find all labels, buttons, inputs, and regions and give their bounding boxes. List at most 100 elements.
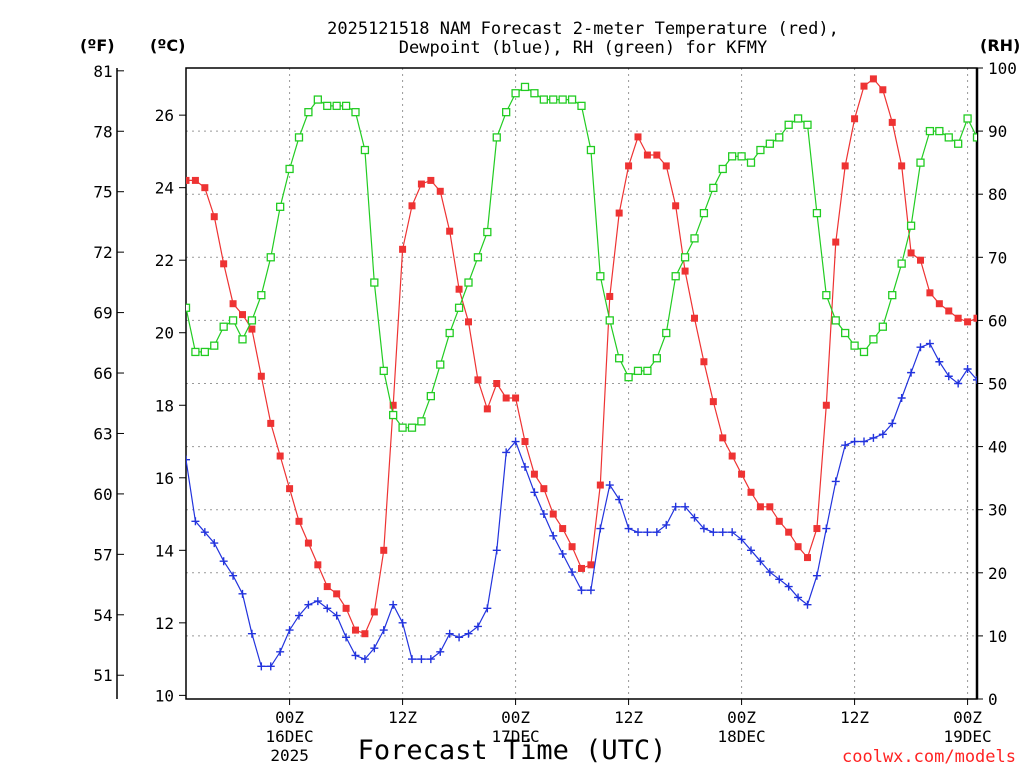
rh-point [897,259,906,268]
temperature-point [314,561,322,569]
x-axis-label: Forecast Time (UTC) [358,735,667,766]
rh-point [615,354,624,363]
dewpoint-point [521,462,529,471]
rh-point [888,291,897,300]
rh-point [567,95,577,104]
dewpoint-point [313,597,322,606]
axes [116,67,983,705]
temperature-point [191,176,199,184]
series-line [186,78,977,635]
dewpoint-point [502,448,511,457]
rh-point [680,253,690,262]
rh-point [624,373,633,382]
dewpoint-point [323,604,332,613]
dewpoint-point [662,520,671,529]
chart-title-line2: Dewpoint (blue), RH (green) for KFMY [399,38,767,58]
fahrenheit-unit-label: (ºF) [80,36,115,55]
fahrenheit-tick-label: 51 [93,666,112,685]
dewpoint-point [860,437,868,446]
celsius-tick-label: 14 [155,541,174,560]
dewpoint-point [775,575,784,584]
temperature-point [389,401,397,409]
celsius-tick-label: 26 [155,106,174,125]
rh-point [341,101,351,111]
dewpoint-point [285,626,294,635]
fahrenheit-tick-label: 75 [93,183,112,202]
dewpoint-point [530,488,539,497]
rh-point [417,417,426,426]
rh-point [454,303,464,312]
dewpoint-point [568,568,577,577]
x-tick-label-time: 00Z [275,708,304,727]
rh-point [266,253,275,262]
rh-point [859,347,869,357]
temperature-point [559,525,567,533]
fahrenheit-tick-label: 78 [93,122,112,141]
x-tick-label-time: 12Z [840,708,869,727]
temperature-point [361,630,369,638]
temperature-point [973,314,977,322]
rh-tick-label: 0 [988,690,998,709]
rh-tick-label: 20 [988,564,1007,583]
dewpoint-point [549,531,558,540]
rh-point [756,145,765,155]
dewpoint-point [577,586,586,595]
celsius-tick-label: 10 [155,686,174,705]
dewpoint-point [417,655,426,664]
dewpoint-point [935,357,944,366]
x-tick-label-date: 16DEC [265,727,313,746]
temperature-point [672,202,680,210]
temperature-point [643,151,651,159]
fahrenheit-tick-label: 69 [93,304,112,323]
rh-point [577,101,586,111]
dewpoint-point [737,535,746,544]
dewpoint-point [765,568,774,577]
rh-point [304,108,313,117]
rh-point [765,139,774,148]
rh-point [473,253,483,262]
temperature-point [530,470,538,478]
temperature-point [549,510,557,518]
temperature-point [596,481,604,489]
dewpoint-point [191,517,200,526]
rh-point [379,366,388,376]
temperature-point [634,133,642,141]
rh-point [191,347,200,357]
dewpoint-point [483,604,492,613]
dewpoint-point [276,647,285,656]
rh-point [972,133,977,142]
dewpoint-point [586,586,595,595]
temperature-point [785,528,793,536]
temperature-point [917,256,924,264]
dewpoint-point [464,629,473,638]
temperature-point [691,314,698,322]
rh-point [954,139,963,148]
dewpoint-point [351,651,360,660]
rh-point [407,423,417,432]
rh-point [200,347,209,357]
series [186,75,977,671]
rh-tick-label: 50 [988,375,1007,394]
temperature-point [286,485,294,493]
rh-point [247,316,257,325]
dewpoint-point [398,618,407,627]
rh-point [539,95,548,104]
temperature-point [427,176,435,184]
rh-point [671,272,680,281]
temperature-point [747,488,755,496]
rh-point [690,234,699,243]
celsius-tick-label: 16 [155,469,174,488]
rh-tick-label: 90 [988,122,1007,141]
dewpoint-point [963,364,972,373]
rh-point [728,152,737,161]
rh-point [398,423,407,432]
temperature-point [333,590,341,598]
dewpoint-point [426,655,435,664]
temperature-point [775,517,783,525]
rh-point [605,316,614,325]
temperature-point [615,209,623,217]
temperature-point [813,525,821,533]
rh-point [238,335,247,344]
temperature-point [229,300,237,308]
dewpoint-point [812,571,821,580]
